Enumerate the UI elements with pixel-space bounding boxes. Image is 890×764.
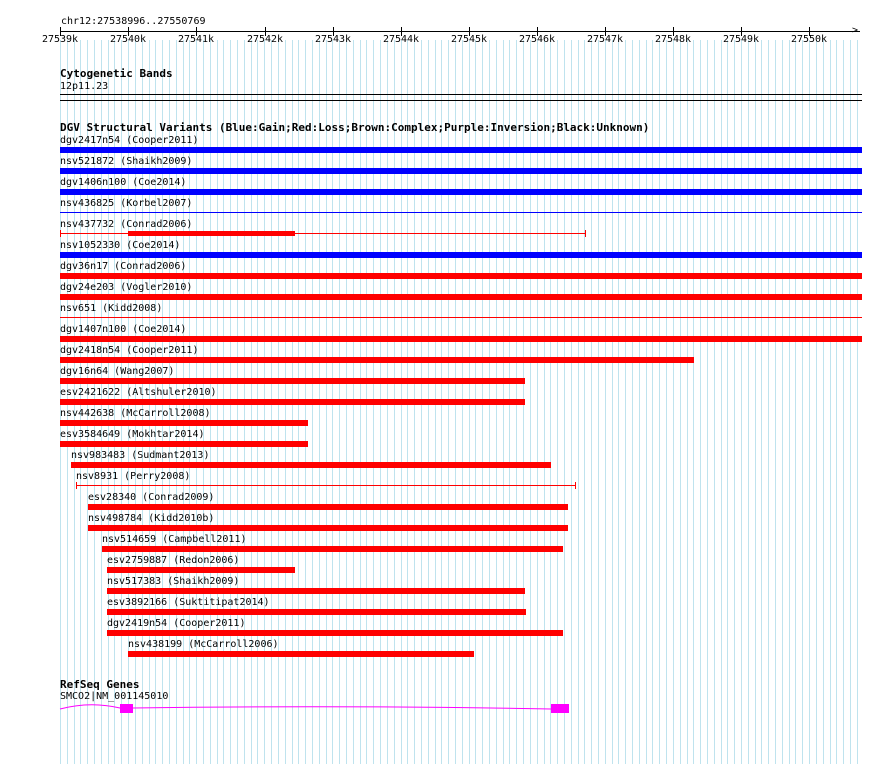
- ruler-tick-mark: [60, 27, 61, 36]
- ruler-tick-mark: [605, 27, 606, 36]
- dgv-feature-bar[interactable]: [60, 294, 862, 300]
- ruler-tick-label: 27546k: [518, 34, 556, 45]
- dgv-feature-bar[interactable]: [88, 525, 568, 531]
- ruler-tick-mark: [333, 27, 334, 36]
- dgv-feature-end-cap: [575, 482, 576, 489]
- dgv-feature-label[interactable]: nsv517383 (Shaikh2009): [107, 576, 240, 587]
- gene-intron-line: [59, 704, 552, 710]
- dgv-feature-bar[interactable]: [60, 336, 862, 342]
- dgv-feature-label[interactable]: esv28340 (Conrad2009): [88, 492, 215, 503]
- dgv-feature-label[interactable]: nsv521872 (Shaikh2009): [60, 156, 193, 167]
- dgv-feature-label[interactable]: dgv2417n54 (Cooper2011): [60, 135, 199, 146]
- dgv-feature-label[interactable]: dgv16n64 (Wang2007): [60, 366, 175, 377]
- ruler-tick-mark: [196, 27, 197, 36]
- location-label: chr12:27538996..27550769: [61, 16, 206, 27]
- dgv-feature-label[interactable]: esv3892166 (Suktitipat2014): [107, 597, 270, 608]
- gene-label[interactable]: SMCO2|NM_001145010: [60, 691, 169, 702]
- dgv-feature-bar[interactable]: [60, 399, 525, 405]
- dgv-feature-line[interactable]: [60, 317, 862, 318]
- dgv-feature-bar[interactable]: [60, 252, 862, 258]
- ruler-tick-label: 27540k: [109, 34, 147, 45]
- dgv-feature-bar[interactable]: [88, 504, 568, 510]
- ruler-tick-mark: [265, 27, 266, 36]
- dgv-feature-label[interactable]: dgv1407n100 (Coe2014): [60, 324, 187, 335]
- dgv-feature-label[interactable]: dgv2419n54 (Cooper2011): [107, 618, 246, 629]
- dgv-feature-label[interactable]: nsv437732 (Conrad2006): [60, 219, 193, 230]
- ruler-tick-mark: [673, 27, 674, 36]
- dgv-feature-bar[interactable]: [107, 567, 295, 573]
- ruler-tick-label: 27543k: [314, 34, 352, 45]
- ruler-tick-label: 27547k: [586, 34, 624, 45]
- dgv-feature-bar[interactable]: [60, 273, 862, 279]
- cytoband-bottom-line: [60, 100, 862, 101]
- dgv-feature-label[interactable]: esv2759887 (Redon2006): [107, 555, 240, 566]
- dgv-feature-label[interactable]: esv3584649 (Mokhtar2014): [60, 429, 205, 440]
- dgv-feature-label[interactable]: nsv438199 (McCarroll2006): [128, 639, 279, 650]
- dgv-feature-label[interactable]: nsv8931 (Perry2008): [76, 471, 191, 482]
- ruler-axis-line: [60, 31, 860, 32]
- ruler-tick-label: 27544k: [382, 34, 420, 45]
- ruler-tick-label: 27539k: [41, 34, 79, 45]
- dgv-feature-label[interactable]: nsv514659 (Campbell2011): [102, 534, 247, 545]
- dgv-feature-label[interactable]: esv2421622 (Altshuler2010): [60, 387, 217, 398]
- cytoband-track-title: Cytogenetic Bands: [60, 67, 173, 80]
- dgv-feature-label[interactable]: dgv24e203 (Vogler2010): [60, 282, 193, 293]
- dgv-feature-bar[interactable]: [107, 609, 526, 615]
- ruler-tick-label: 27550k: [790, 34, 828, 45]
- dgv-feature-bar[interactable]: [60, 378, 525, 384]
- dgv-feature-end-cap: [60, 230, 61, 237]
- dgv-feature-label[interactable]: nsv442638 (McCarroll2008): [60, 408, 211, 419]
- dgv-feature-bar[interactable]: [107, 630, 563, 636]
- ruler-tick-label: 27542k: [246, 34, 284, 45]
- dgv-feature-bar[interactable]: [60, 189, 862, 195]
- dgv-feature-bar[interactable]: [71, 462, 551, 468]
- dgv-feature-line[interactable]: [76, 485, 575, 486]
- ruler-tick-mark: [537, 27, 538, 36]
- dgv-feature-bar[interactable]: [60, 357, 694, 363]
- gene-exon: [120, 704, 133, 713]
- dgv-feature-label[interactable]: dgv2418n54 (Cooper2011): [60, 345, 199, 356]
- cytoband-top-line: [60, 94, 862, 95]
- dgv-feature-label[interactable]: dgv36n17 (Conrad2006): [60, 261, 187, 272]
- gene-exon: [551, 704, 569, 713]
- ruler-tick-label: 27549k: [722, 34, 760, 45]
- ruler-tick-label: 27545k: [450, 34, 488, 45]
- ruler-end-arrow: >: [852, 25, 859, 36]
- dgv-feature-bar[interactable]: [102, 546, 563, 552]
- ruler-tick-mark: [469, 27, 470, 36]
- dgv-feature-label[interactable]: nsv1052330 (Coe2014): [60, 240, 181, 251]
- ruler-tick-mark: [401, 27, 402, 36]
- ruler-tick-mark: [128, 27, 129, 36]
- dgv-feature-line[interactable]: [60, 212, 862, 213]
- dgv-track-title: DGV Structural Variants (Blue:Gain;Red:L…: [60, 121, 650, 134]
- ruler-tick-label: 27548k: [654, 34, 692, 45]
- ruler-tick-mark: [809, 27, 810, 36]
- dgv-feature-bar[interactable]: [128, 651, 474, 657]
- dgv-feature-bar[interactable]: [60, 441, 308, 447]
- dgv-feature-end-cap: [76, 482, 77, 489]
- dgv-feature-bar[interactable]: [128, 231, 295, 236]
- dgv-feature-label[interactable]: nsv983483 (Sudmant2013): [71, 450, 210, 461]
- ruler-tick-label: 27541k: [177, 34, 215, 45]
- dgv-feature-end-cap: [585, 230, 586, 237]
- refseq-track-title: RefSeq Genes: [60, 678, 140, 691]
- dgv-feature-bar[interactable]: [107, 588, 525, 594]
- dgv-feature-label[interactable]: dgv1406n100 (Coe2014): [60, 177, 187, 188]
- dgv-feature-label[interactable]: nsv651 (Kidd2008): [60, 303, 163, 314]
- ruler-tick-mark: [741, 27, 742, 36]
- dgv-feature-bar[interactable]: [60, 420, 308, 426]
- cytoband-label: 12p11.23: [60, 81, 109, 92]
- dgv-feature-label[interactable]: nsv498784 (Kidd2010b): [88, 513, 215, 524]
- dgv-feature-line[interactable]: [60, 233, 585, 234]
- dgv-feature-label[interactable]: nsv436825 (Korbel2007): [60, 198, 193, 209]
- dgv-feature-bar[interactable]: [60, 147, 862, 153]
- dgv-feature-bar[interactable]: [60, 168, 862, 174]
